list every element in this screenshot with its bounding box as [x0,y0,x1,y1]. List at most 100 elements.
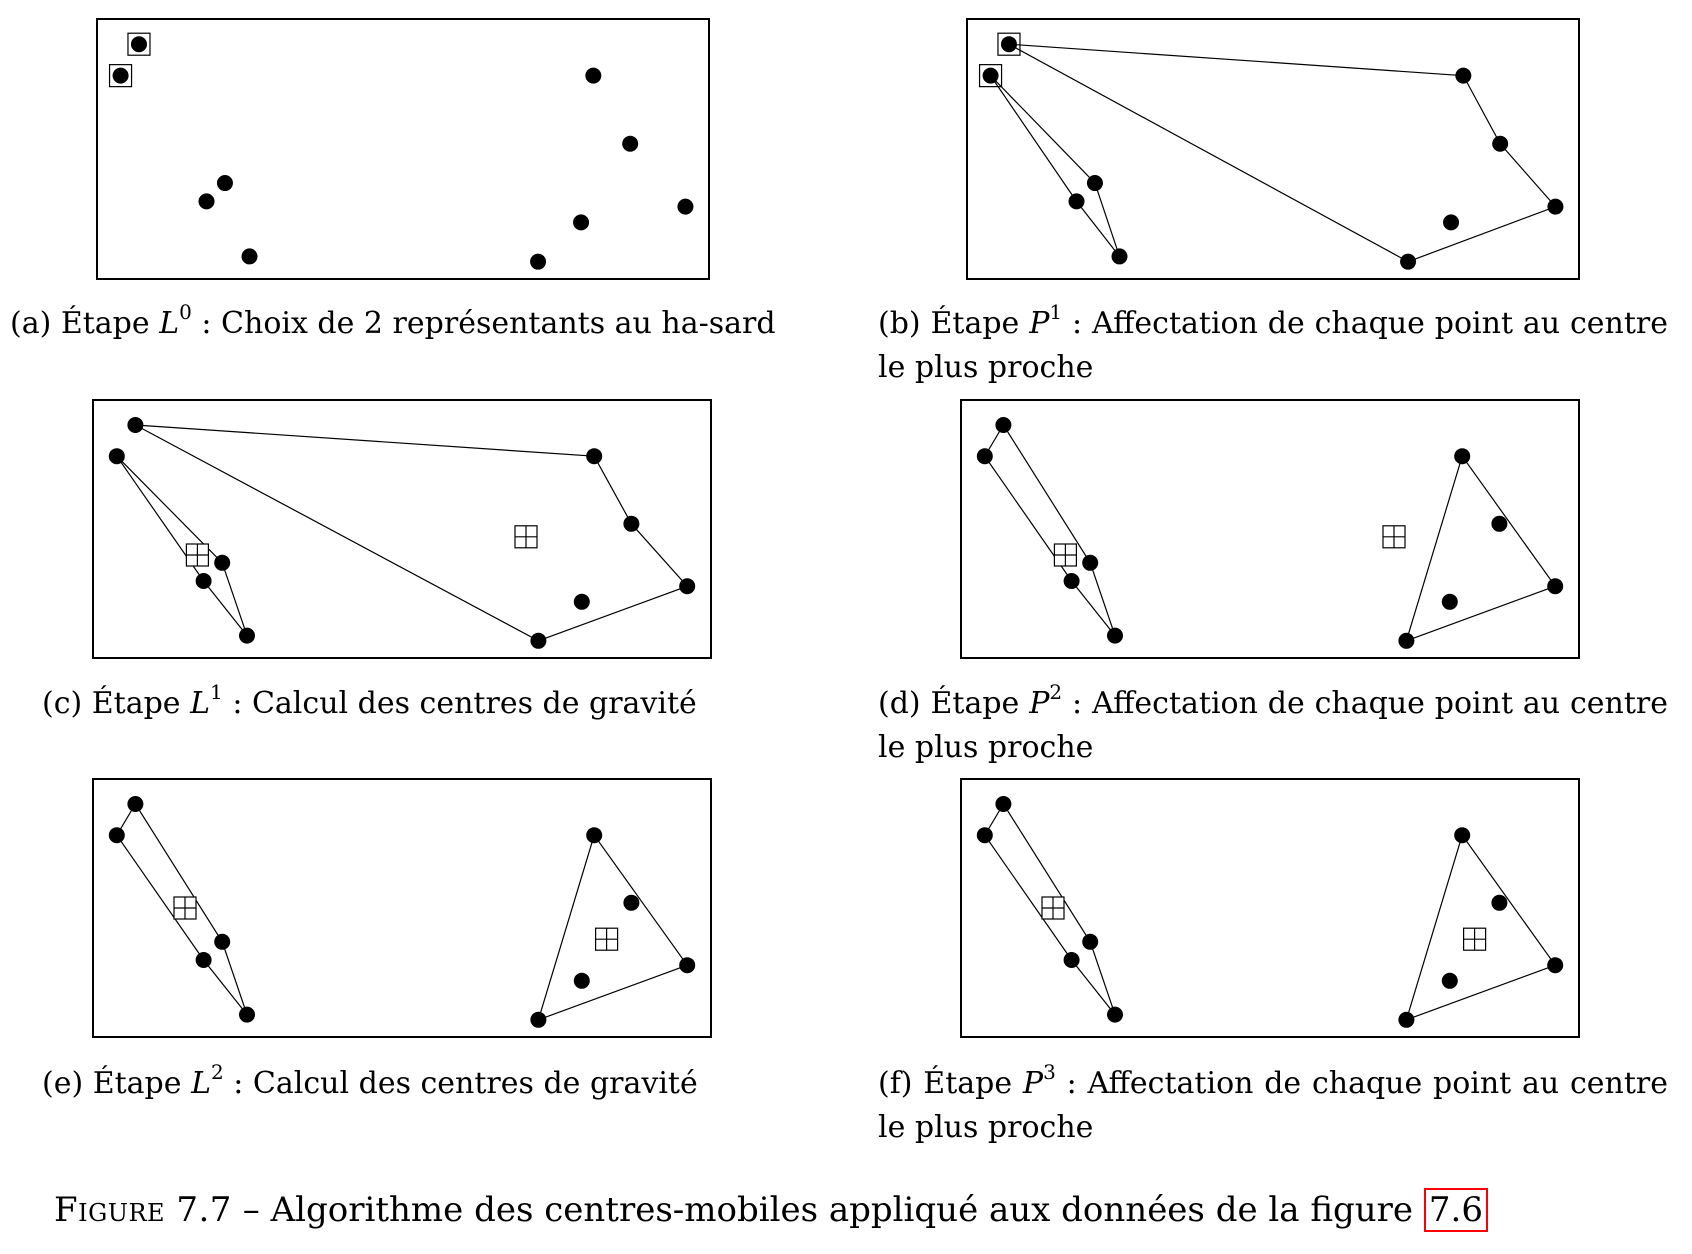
cluster-outline-2 [1405,833,1557,1021]
data-point [198,193,215,210]
data-point [677,198,694,215]
data-point [112,67,129,84]
figure-reference-link[interactable]: 7.6 [1423,1188,1488,1232]
data-point [1111,248,1128,265]
data-point [1068,193,1085,210]
data-point [214,554,231,571]
data-point [1455,67,1472,84]
data-point [976,448,993,465]
caption-step-word-a: Étape [60,306,150,341]
data-point [1443,214,1460,231]
data-point [623,894,640,911]
caption-text-a: : Choix de 2 représentants au ha-sard [201,306,776,341]
scatter-plot-d [960,399,1580,659]
figure-dash: – [242,1190,260,1230]
caption-step-symbol-e: L2 [191,1060,224,1101]
data-point [195,573,212,589]
scatter-plot-a [96,18,710,280]
caption-step-symbol-f: P3 [1022,1060,1056,1101]
data-point [995,417,1012,433]
data-point [982,67,999,84]
caption-label-a: (a) [10,306,52,341]
figure-caption: Figure 7.7 – Algorithme des centres-mobi… [54,1188,1488,1232]
gravity-center-marker [1463,927,1487,951]
data-point [1082,933,1099,950]
caption-step-symbol-d: P2 [1029,680,1063,721]
data-point [1491,515,1508,532]
cluster-outline-1 [116,455,248,636]
caption-e: (e) Étape L2 : Calcul des centres de gra… [42,1062,802,1106]
data-point [1398,632,1415,649]
data-point [585,67,602,84]
caption-f: (f) Étape P3 : Affectation de chaque poi… [878,1062,1668,1150]
caption-step-word-b: Étape [930,306,1020,341]
cluster-outline-2 [1405,454,1557,642]
data-point [241,248,258,265]
caption-text-e: : Calcul des centres de gravité [233,1066,698,1101]
cluster-outline-1 [984,423,1116,636]
data-point [1398,1011,1415,1028]
gravity-center-marker [1382,525,1406,549]
scatter-plot-c [92,399,712,659]
caption-label-e: (e) [42,1066,84,1101]
data-point [995,796,1012,812]
data-point [1547,198,1564,215]
gravity-center-marker [173,896,197,920]
caption-step-exponent-a: 0 [179,300,192,324]
caption-step-exponent-d: 2 [1049,680,1063,704]
data-point [1547,578,1564,595]
data-point [530,1011,547,1028]
representative-marker [978,64,1003,88]
data-point [1454,827,1471,844]
panel-frame [92,778,712,1038]
data-point [1454,448,1471,465]
caption-label-d: (d) [878,686,921,721]
panel-frame [92,399,712,659]
panel-frame [960,399,1580,659]
caption-step-exponent-e: 2 [211,1060,224,1084]
representative-marker [108,64,133,88]
caption-step-word-d: Étape [930,686,1020,721]
data-point [573,593,590,610]
representative-marker [127,32,151,56]
data-point [1441,972,1458,989]
representative-marker [997,32,1021,56]
caption-d: (d) Étape P2 : Affectation de chaque poi… [878,682,1668,770]
data-point [573,214,590,231]
caption-a: (a) Étape L0 : Choix de 2 représentants … [10,302,790,346]
data-point [108,448,125,465]
data-point [1491,894,1508,911]
data-point [586,448,603,465]
figure-label: Figure 7.7 [54,1190,232,1230]
data-point [1107,627,1123,644]
data-point [623,515,640,532]
scatter-plot-b [966,18,1580,280]
caption-step-exponent-f: 3 [1043,1060,1056,1084]
figure-text: Algorithme des centres-mobiles appliqué … [270,1190,1414,1230]
gravity-center-marker [514,525,538,549]
caption-step-exponent-c: 1 [210,680,223,704]
cluster-outline-1 [990,75,1121,257]
caption-text-c: : Calcul des centres de gravité [232,686,697,721]
data-point [679,578,696,595]
data-point [1000,36,1017,53]
scatter-plot-e [92,778,712,1038]
data-point [1063,573,1080,589]
data-point [1082,554,1099,571]
caption-b: (b) Étape P1 : Affectation de chaque poi… [878,302,1668,390]
data-point [1107,1006,1123,1023]
data-point [239,627,255,644]
data-point [130,36,147,53]
gravity-center-marker [1053,543,1078,567]
data-point [1063,952,1080,968]
cluster-outline-2 [537,833,689,1021]
caption-step-word-e: Étape [92,1066,182,1101]
caption-step-symbol-c: L1 [190,680,223,721]
caption-c: (c) Étape L1 : Calcul des centres de gra… [42,682,802,726]
caption-step-word-f: Étape [923,1066,1013,1101]
gravity-center-marker [595,927,619,951]
caption-text-d: : Affectation de chaque point au centre … [878,686,1668,765]
panel-frame [966,18,1580,280]
caption-step-exponent-b: 1 [1049,300,1063,324]
data-point [976,827,993,844]
